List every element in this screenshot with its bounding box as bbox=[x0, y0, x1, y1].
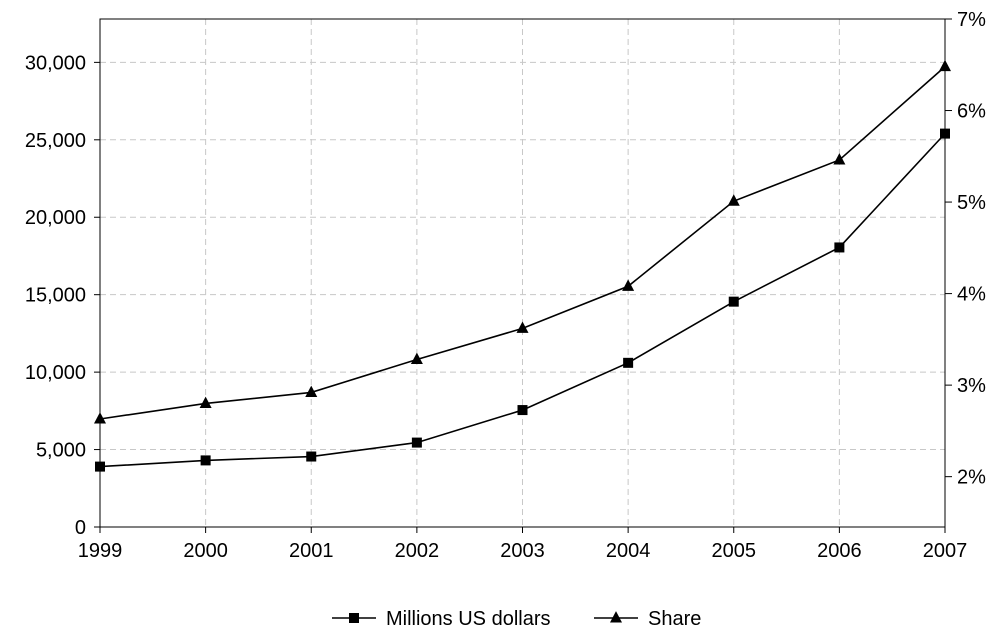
share-series bbox=[94, 59, 951, 424]
share-point bbox=[199, 396, 212, 408]
left-axis-tick-label: 25,000 bbox=[25, 130, 86, 152]
legend-share-marker bbox=[610, 611, 622, 623]
millions-usd-point bbox=[411, 437, 422, 448]
x-axis-tick-label: 2003 bbox=[500, 540, 545, 562]
x-axis-tick-label: 2006 bbox=[817, 540, 862, 562]
left-axis-tick-label: 20,000 bbox=[25, 207, 86, 229]
millions-usd-point bbox=[834, 242, 845, 253]
millions-usd-point bbox=[200, 455, 211, 466]
right-axis: 2% 3% 4% 5% 6% 7% bbox=[945, 9, 986, 489]
share-point bbox=[939, 59, 951, 72]
left-axis-tick-label: 30,000 bbox=[25, 52, 86, 74]
right-axis-tick-label: 6% bbox=[957, 101, 986, 123]
right-axis-tick-label: 2% bbox=[957, 467, 986, 489]
x-axis: 1999 2000 2001 2002 2003 2004 2005 2006 2007 bbox=[78, 527, 968, 562]
right-axis-tick-label: 4% bbox=[957, 284, 986, 306]
millions-usd-series bbox=[95, 128, 950, 472]
left-axis-tick-label: 15,000 bbox=[25, 285, 86, 307]
share-point bbox=[94, 412, 106, 424]
legend-millions-usd-marker bbox=[349, 613, 359, 623]
share-point bbox=[516, 321, 529, 333]
right-axis-tick-label: 5% bbox=[957, 192, 986, 214]
share-point bbox=[410, 352, 423, 365]
x-axis-tick-label: 2007 bbox=[923, 540, 968, 562]
share-point bbox=[305, 385, 318, 398]
x-axis-tick-label: 1999 bbox=[78, 540, 123, 562]
millions-usd-point bbox=[306, 451, 317, 462]
legend-millions-usd-label: Millions US dollars bbox=[386, 608, 551, 630]
x-axis-tick-label: 2004 bbox=[606, 540, 651, 562]
x-axis-tick-label: 2000 bbox=[183, 540, 228, 562]
left-axis-tick-label: 5,000 bbox=[36, 440, 86, 462]
share-point bbox=[727, 194, 740, 206]
legend: Millions US dollars Share bbox=[332, 608, 701, 630]
millions-usd-point bbox=[623, 357, 634, 368]
left-axis-tick-label: 10,000 bbox=[25, 362, 86, 384]
x-axis-tick-label: 2002 bbox=[395, 540, 440, 562]
millions-usd-point bbox=[940, 128, 950, 139]
millions-usd-point bbox=[517, 405, 528, 416]
x-axis-tick-label: 2005 bbox=[712, 540, 757, 562]
millions-usd-point bbox=[95, 461, 105, 472]
left-axis-tick-label: 0 bbox=[75, 517, 86, 539]
millions-usd-point bbox=[728, 296, 739, 307]
share-point bbox=[622, 279, 635, 291]
left-axis: 0 5,000 10,000 15,000 20,000 25,000 30,000 bbox=[25, 52, 100, 539]
right-axis-tick-label: 3% bbox=[957, 375, 986, 397]
right-axis-tick-label: 7% bbox=[957, 9, 986, 31]
x-axis-tick-label: 2001 bbox=[289, 540, 334, 562]
grid-lines bbox=[100, 19, 945, 527]
legend-share-label: Share bbox=[648, 608, 701, 630]
share-point bbox=[833, 153, 846, 165]
